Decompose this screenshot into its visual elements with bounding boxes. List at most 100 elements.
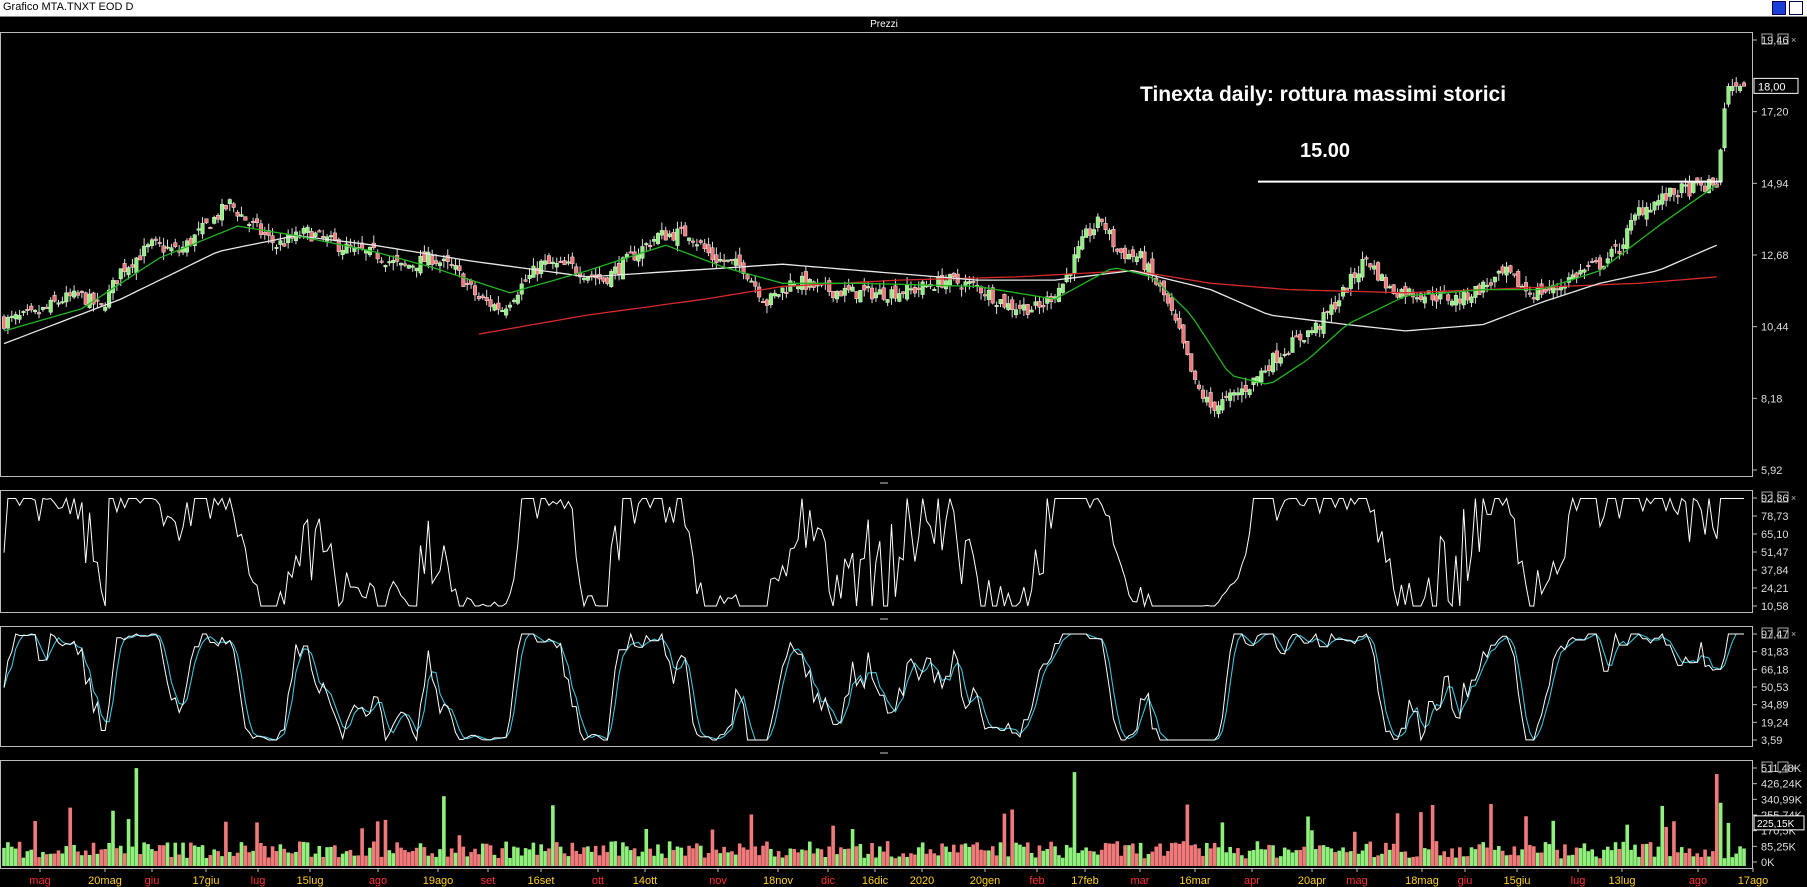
volume-bar bbox=[807, 841, 812, 866]
volume-bar bbox=[558, 846, 563, 866]
candle-up bbox=[675, 228, 680, 246]
volume-bar bbox=[983, 850, 987, 866]
candle-up bbox=[1621, 244, 1626, 249]
oscillator-pane: 92,36 78,73 65,10 51,47 37,84 24,21 10,58 bbox=[3, 493, 1789, 613]
x-tick-label: 16mar bbox=[1179, 875, 1211, 887]
volume-bar bbox=[216, 851, 220, 866]
candle-up bbox=[1146, 263, 1151, 274]
candle-down bbox=[831, 290, 836, 298]
volume-bar bbox=[1742, 848, 1746, 866]
candle-down bbox=[546, 255, 551, 265]
volume-bar bbox=[593, 845, 598, 866]
volume-bar bbox=[1092, 851, 1096, 866]
stoch-y-tick-label: 19,24 bbox=[1761, 717, 1789, 729]
volume-bar bbox=[698, 845, 703, 866]
candle-down bbox=[153, 238, 158, 241]
minimize-icon[interactable] bbox=[1772, 1, 1786, 15]
candle-down bbox=[1516, 271, 1521, 288]
volume-bar bbox=[1286, 849, 1291, 866]
volume-bar bbox=[395, 842, 399, 866]
candle-up bbox=[655, 233, 660, 244]
volume-bar bbox=[636, 856, 641, 866]
candle-up bbox=[1481, 281, 1486, 293]
volume-bar bbox=[1290, 852, 1295, 866]
candle-up bbox=[1453, 295, 1458, 306]
candle-up bbox=[733, 258, 738, 266]
candle-up bbox=[776, 294, 781, 297]
maximize-icon[interactable] bbox=[1789, 1, 1803, 15]
pane-frame-osc bbox=[0, 490, 1753, 613]
candle-down bbox=[445, 255, 450, 262]
volume-bar bbox=[547, 848, 551, 866]
volume-bar bbox=[831, 825, 835, 866]
volume-bar bbox=[1345, 852, 1349, 866]
candle-down bbox=[282, 243, 287, 247]
candle-up bbox=[667, 233, 672, 237]
volume-bar bbox=[621, 842, 625, 866]
volume-bar bbox=[134, 768, 139, 866]
volume-bar bbox=[1672, 821, 1676, 866]
candle-down bbox=[562, 260, 567, 265]
volume-bar bbox=[204, 857, 209, 866]
x-tick-label: 18nov bbox=[763, 875, 793, 887]
candle-down bbox=[1430, 293, 1435, 301]
pane-close-icon-price: × bbox=[1791, 35, 1796, 45]
candle-up bbox=[13, 314, 18, 320]
volume-bar bbox=[1384, 842, 1388, 866]
candle-up bbox=[196, 228, 201, 231]
volume-bar bbox=[1096, 854, 1100, 866]
volume-bar bbox=[1465, 856, 1470, 866]
candle-down bbox=[449, 263, 454, 266]
volume-bar bbox=[1605, 846, 1610, 866]
volume-bar bbox=[971, 844, 976, 866]
candle-down bbox=[745, 274, 750, 280]
candle-up bbox=[1235, 392, 1240, 396]
volume-bar bbox=[1683, 852, 1688, 866]
candle-up bbox=[1060, 283, 1065, 293]
candle-down bbox=[262, 231, 267, 235]
volume-bar bbox=[519, 855, 524, 866]
volume-bar bbox=[192, 845, 197, 866]
volume-bar bbox=[1711, 851, 1715, 866]
candle-up bbox=[200, 222, 205, 235]
volume-bar bbox=[1201, 855, 1205, 866]
vol-y-tick-label: 426,24K bbox=[1761, 779, 1803, 791]
volume-bar bbox=[52, 853, 57, 866]
candle-up bbox=[543, 260, 548, 265]
volume-bar bbox=[371, 841, 376, 866]
volume-bar bbox=[1041, 850, 1046, 866]
volume-bar bbox=[734, 854, 738, 866]
pane-frame-stoch bbox=[0, 626, 1753, 747]
candle-up bbox=[1718, 149, 1723, 182]
volume-bar bbox=[1169, 842, 1174, 866]
volume-bar bbox=[177, 854, 181, 866]
candle-up bbox=[301, 228, 306, 234]
volume-bar bbox=[753, 846, 758, 866]
window-title: Grafico MTA.TNXT EOD D bbox=[3, 1, 134, 13]
volume-bar bbox=[107, 843, 111, 866]
candle-down bbox=[1169, 297, 1174, 311]
volume-bar bbox=[270, 846, 275, 866]
candle-down bbox=[617, 263, 622, 275]
volume-bar bbox=[1306, 816, 1310, 866]
candle-down bbox=[761, 301, 766, 304]
candle-down bbox=[1123, 247, 1128, 259]
volume-bar bbox=[1543, 842, 1548, 866]
volume-bar bbox=[457, 835, 462, 866]
volume-bar bbox=[710, 829, 715, 866]
candle-up bbox=[1290, 337, 1295, 353]
volume-bar bbox=[255, 822, 259, 866]
candle-down bbox=[753, 281, 758, 287]
volume-bar bbox=[1738, 846, 1742, 866]
volume-bar bbox=[527, 849, 532, 866]
volume-bar bbox=[1512, 846, 1517, 866]
volume-bar bbox=[231, 855, 236, 866]
candle-up bbox=[1302, 340, 1307, 343]
volume-bar bbox=[274, 851, 279, 866]
volume-bar bbox=[434, 856, 438, 866]
candle-down bbox=[1675, 195, 1680, 198]
candle-up bbox=[1461, 289, 1466, 306]
candle-up bbox=[566, 261, 571, 264]
volume-bar bbox=[866, 853, 870, 866]
candle-up bbox=[414, 267, 419, 272]
